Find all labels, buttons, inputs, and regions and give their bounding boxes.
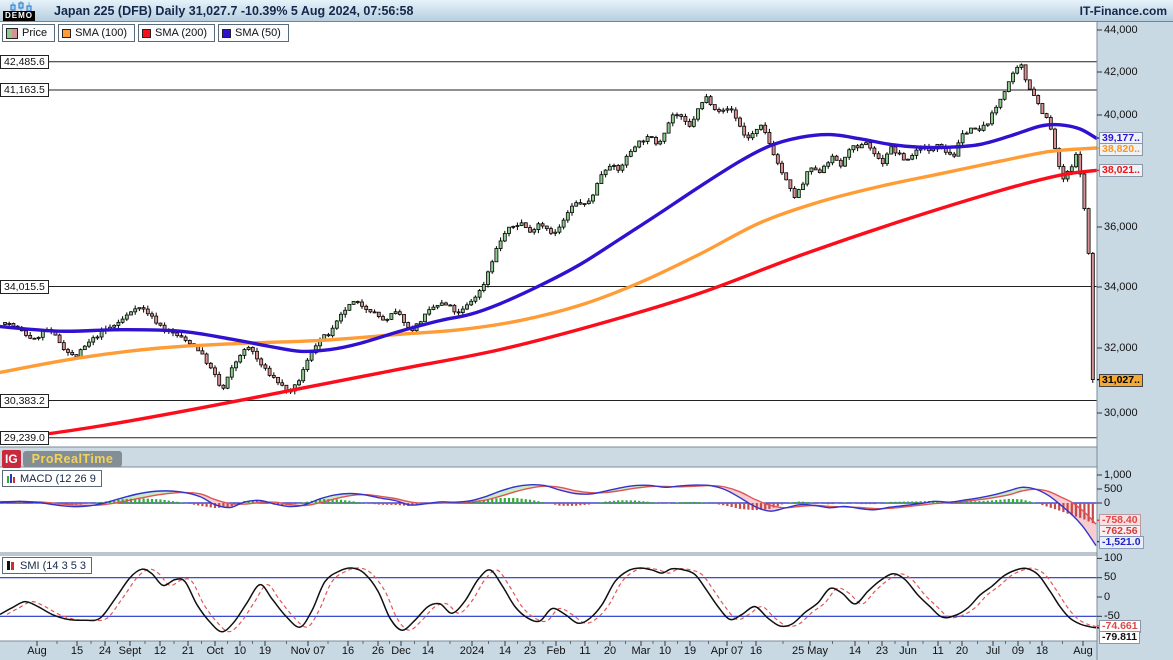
legend-bar: Price SMA (100) SMA (200) SMA (50) bbox=[2, 24, 289, 42]
price-level-label: 30,383.2 bbox=[0, 393, 49, 408]
price-axis-tick: 36,000 bbox=[1104, 220, 1138, 233]
smi-axis-tick: 0 bbox=[1104, 590, 1111, 603]
price-axis-tick: 34,000 bbox=[1104, 280, 1138, 293]
date-axis-label: Apr 07 bbox=[710, 645, 744, 657]
price-axis-tick: 30,000 bbox=[1104, 406, 1138, 419]
date-axis-label: 2024 bbox=[459, 645, 485, 657]
prorealtime-wordmark: ProRealTime bbox=[22, 450, 123, 467]
smi-axis-tick: 100 bbox=[1104, 551, 1123, 564]
date-axis-label: 14 bbox=[498, 645, 512, 657]
price-axis-tick: 44,000 bbox=[1104, 23, 1138, 36]
legend-item-label: SMA (50) bbox=[235, 27, 281, 39]
date-axis-label: 15 bbox=[70, 645, 84, 657]
legend-item-label: SMA (200) bbox=[155, 27, 207, 39]
date-axis-label: 19 bbox=[683, 645, 697, 657]
date-axis-label: 19 bbox=[258, 645, 272, 657]
price-level-label: 42,485.6 bbox=[0, 54, 49, 69]
date-axis-label: 10 bbox=[658, 645, 672, 657]
price-axis-tick: 32,000 bbox=[1104, 341, 1138, 354]
smi-value-box: -74.661 bbox=[1099, 619, 1141, 633]
chart-header: DEMO Japan 225 (DFB) Daily 31,027.7 -10.… bbox=[0, 0, 1173, 22]
date-axis-label: 11 bbox=[932, 645, 944, 657]
it-finance-link[interactable]: IT-Finance.com bbox=[1079, 3, 1167, 18]
legend-item-label: SMA (100) bbox=[75, 27, 128, 39]
date-axis-label: 23 bbox=[875, 645, 889, 657]
smi-panel bbox=[0, 567, 1097, 633]
sma-swatch-icon bbox=[142, 28, 152, 38]
price-swatch-icon bbox=[6, 27, 18, 39]
smi-value-box: -79.811 bbox=[1099, 630, 1141, 644]
sma-swatch-icon bbox=[62, 28, 72, 38]
legend-item-sma-200[interactable]: SMA (200) bbox=[138, 24, 215, 42]
legend-item-price[interactable]: Price bbox=[2, 24, 56, 42]
date-axis-label: Aug bbox=[1073, 645, 1093, 657]
price-panel bbox=[0, 61, 1097, 443]
smi-label-text: SMI (14 3 5 3 bbox=[20, 559, 87, 572]
macd-axis-tick: 0 bbox=[1104, 496, 1111, 509]
sma-swatch-icon bbox=[222, 28, 231, 38]
date-axis-label: 11 bbox=[579, 645, 591, 657]
prorealtime-logo: IG ProRealTime bbox=[2, 449, 123, 468]
date-axis-label: 18 bbox=[1035, 645, 1049, 657]
macd-axis-tick: 500 bbox=[1104, 482, 1123, 495]
date-axis-label: Nov 07 bbox=[290, 645, 326, 657]
time-axis-strip[interactable] bbox=[0, 641, 1097, 660]
macd-icon bbox=[7, 474, 15, 483]
chart-title: Japan 225 (DFB) Daily 31,027.7 -10.39% 5… bbox=[54, 3, 414, 18]
demo-badge: DEMO bbox=[3, 10, 35, 21]
legend-item-sma-100[interactable]: SMA (100) bbox=[58, 24, 136, 42]
price-value-box: 38,820.. bbox=[1099, 143, 1143, 157]
legend-item-sma-50[interactable]: SMA (50) bbox=[218, 24, 289, 42]
date-axis-label: 21 bbox=[181, 645, 195, 657]
macd-axis-tick: 1,000 bbox=[1104, 468, 1132, 481]
date-axis-label: 16 bbox=[749, 645, 763, 657]
date-axis-label: Jun bbox=[899, 645, 917, 657]
date-axis-label: 10 bbox=[233, 645, 247, 657]
date-axis-label: 14 bbox=[421, 645, 435, 657]
legend-item-label: Price bbox=[22, 27, 48, 39]
date-axis-label: 23 bbox=[523, 645, 537, 657]
date-axis-label: Mar bbox=[631, 645, 651, 657]
macd-panel bbox=[0, 484, 1097, 546]
price-axis-strip[interactable] bbox=[1097, 22, 1173, 660]
date-axis-label: 12 bbox=[153, 645, 167, 657]
date-axis-label: 16 bbox=[341, 645, 355, 657]
date-axis-label: 20 bbox=[603, 645, 617, 657]
macd-value-box: -1,521.0 bbox=[1099, 536, 1144, 550]
macd-indicator-label[interactable]: MACD (12 26 9 bbox=[2, 470, 102, 487]
brandmark: DEMO bbox=[0, 0, 48, 22]
date-axis-label: 09 bbox=[1011, 645, 1025, 657]
date-axis-label: Aug bbox=[27, 645, 47, 657]
date-axis-label: Jul bbox=[985, 645, 1001, 657]
date-axis-label: 26 bbox=[371, 645, 385, 657]
smi-indicator-label[interactable]: SMI (14 3 5 3 bbox=[2, 557, 93, 574]
date-axis-label: 14 bbox=[848, 645, 862, 657]
smi-icon bbox=[7, 561, 14, 570]
panel-separator-band bbox=[0, 447, 1097, 467]
date-axis-label: Feb bbox=[546, 645, 566, 657]
price-level-label: 34,015.5 bbox=[0, 279, 49, 294]
price-value-box: 31,027.. bbox=[1099, 373, 1143, 387]
price-level-label: 41,163.5 bbox=[0, 82, 49, 97]
price-axis-tick: 40,000 bbox=[1104, 108, 1138, 121]
ig-logo: IG bbox=[2, 449, 21, 468]
date-axis-label: 25 May bbox=[791, 645, 829, 657]
smi-axis-tick: 50 bbox=[1104, 571, 1117, 584]
macd-label-text: MACD (12 26 9 bbox=[20, 472, 96, 485]
price-level-label: 29,239.0 bbox=[0, 430, 49, 445]
price-axis-tick: 42,000 bbox=[1104, 65, 1138, 78]
date-axis-label: Oct bbox=[206, 645, 224, 657]
date-axis-label: 24 bbox=[98, 645, 112, 657]
smi-axis-tick: -50 bbox=[1104, 609, 1120, 622]
price-value-box: 38,021.. bbox=[1099, 164, 1143, 178]
date-axis-label: Sept bbox=[118, 645, 142, 657]
date-axis-label: Dec bbox=[391, 645, 411, 657]
date-axis-label: 20 bbox=[955, 645, 969, 657]
